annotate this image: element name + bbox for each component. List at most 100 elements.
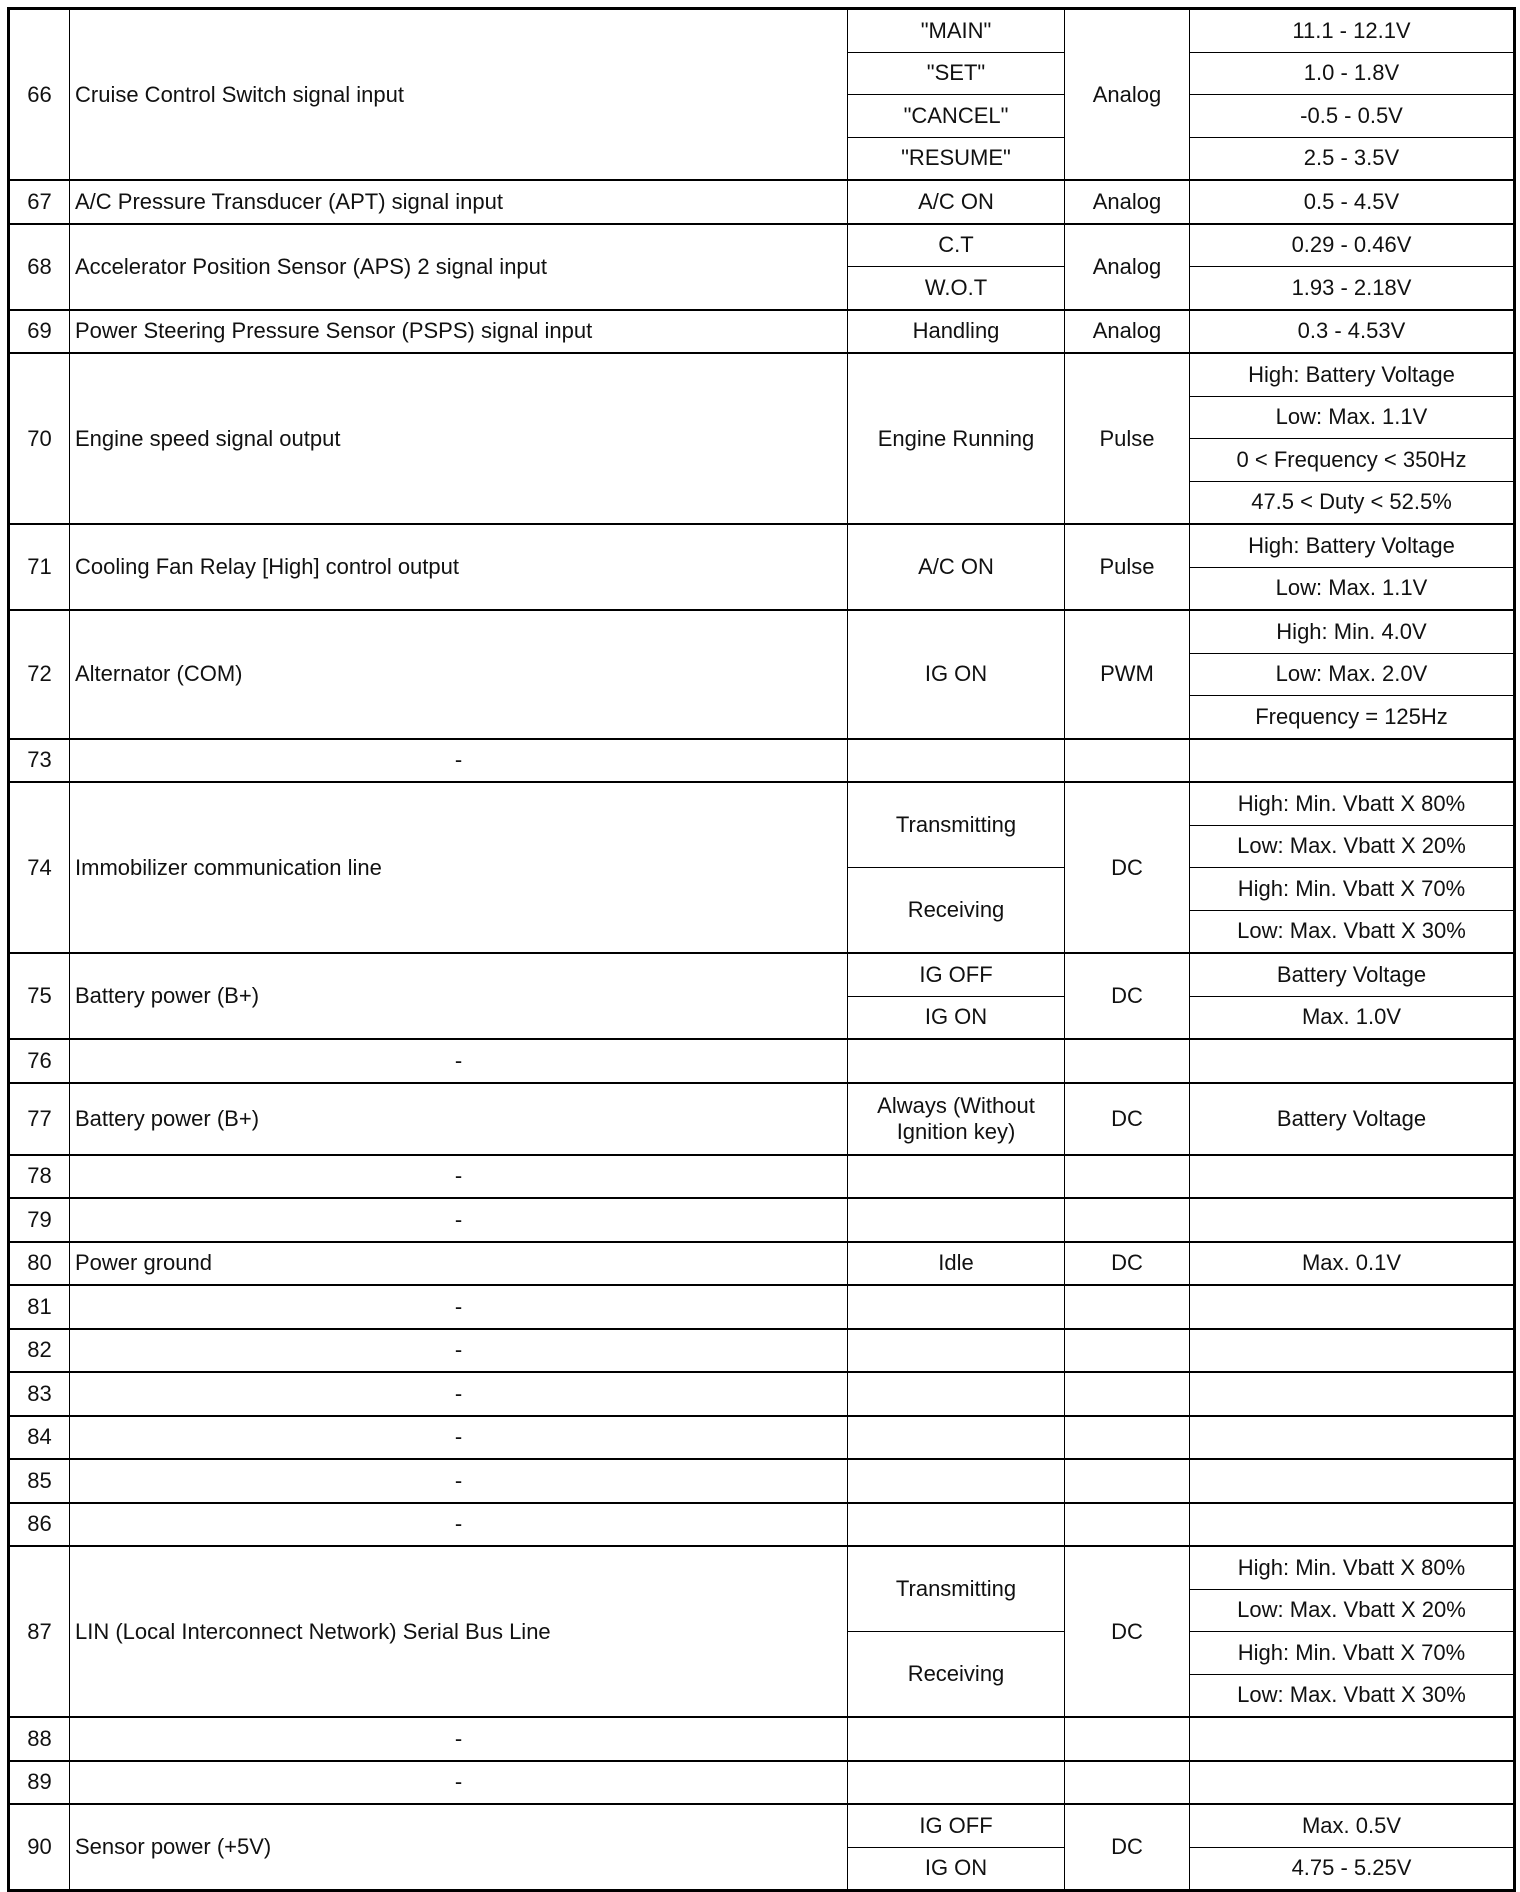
table-row: 67 A/C Pressure Transducer (APT) signal i… xyxy=(8,179,1515,224)
level-value xyxy=(1189,1371,1515,1416)
pin-number: 80 xyxy=(8,1240,70,1286)
condition: IG ON xyxy=(847,995,1065,1040)
signal-type xyxy=(1064,1371,1190,1416)
signal-type xyxy=(1064,1327,1190,1373)
condition: "MAIN" xyxy=(847,7,1065,53)
pin-description: Cooling Fan Relay [High] control output xyxy=(69,523,848,611)
level-value xyxy=(1189,1038,1515,1083)
level-value: 0 < Frequency < 350Hz xyxy=(1189,438,1515,482)
pin-description: LIN (Local Interconnect Network) Serial … xyxy=(69,1545,848,1718)
pin-description: Sensor power (+5V) xyxy=(69,1803,848,1891)
level-value: Frequency = 125Hz xyxy=(1189,695,1515,739)
condition: Always (Without Ignition key) xyxy=(847,1081,1065,1155)
signal-type xyxy=(1064,1501,1190,1547)
table-row: 70 Engine speed signal output Engine Runni… xyxy=(8,352,1515,525)
pin-description: - xyxy=(69,1414,848,1460)
pin-number: 87 xyxy=(8,1545,70,1718)
pin-number: 83 xyxy=(8,1371,70,1416)
table-row: IG ON Max. 1.0V xyxy=(9,995,1515,1040)
level-value: High: Battery Voltage xyxy=(1189,523,1515,568)
pin-description: - xyxy=(69,1038,848,1083)
signal-type: DC xyxy=(1064,781,1190,954)
condition: C.T xyxy=(847,222,1065,267)
pin-number: 76 xyxy=(8,1038,70,1083)
signal-type: Analog xyxy=(1064,179,1190,224)
level-value: Battery Voltage xyxy=(1189,1081,1515,1155)
signal-type: DC xyxy=(1064,952,1190,1040)
condition xyxy=(847,1414,1065,1460)
level-value: High: Min. Vbatt X 70% xyxy=(1189,867,1515,911)
level-value: -0.5 - 0.5V xyxy=(1189,94,1515,138)
level-value: Low: Max. 2.0V xyxy=(1189,652,1515,696)
pin-number: 82 xyxy=(8,1327,70,1373)
condition: Transmitting xyxy=(847,781,1065,868)
table-row: 75 Battery power (B+) IG OFF DC Battery Volt… xyxy=(8,952,1515,1040)
level-value: 0.29 - 0.46V xyxy=(1189,222,1515,267)
table-row: "SET" 1.0 - 1.8V xyxy=(9,51,1515,95)
table-row: 82- xyxy=(8,1327,1515,1373)
level-value xyxy=(1189,1197,1515,1242)
table-row: 79- xyxy=(8,1197,1515,1242)
table-row: 81- xyxy=(8,1284,1515,1329)
pin-description: A/C Pressure Transducer (APT) signal inp… xyxy=(69,179,848,224)
table-row: 84- xyxy=(8,1414,1515,1460)
table-row: 74 Immobilizer communication line Transmit… xyxy=(8,781,1515,954)
table-row: "RESUME" 2.5 - 3.5V xyxy=(9,136,1515,181)
condition: IG OFF xyxy=(847,952,1065,997)
pin-description: - xyxy=(69,1327,848,1373)
pin-specification-table: 66 Cruise Control Switch signal input "MAI… xyxy=(7,7,1516,1892)
level-value xyxy=(1189,737,1515,783)
table-row: 0 < Frequency < 350Hz xyxy=(9,438,1515,482)
level-value: 0.5 - 4.5V xyxy=(1189,179,1515,224)
signal-type xyxy=(1064,1759,1190,1805)
table-row: 86- xyxy=(8,1501,1515,1547)
signal-type xyxy=(1064,1284,1190,1329)
signal-type: PWM xyxy=(1064,609,1190,739)
level-value: 11.1 - 12.1V xyxy=(1189,7,1515,53)
signal-type: DC xyxy=(1064,1240,1190,1286)
pin-description: Accelerator Position Sensor (APS) 2 sign… xyxy=(69,222,848,310)
pin-description: - xyxy=(69,1501,848,1547)
table-row: 90 Sensor power (+5V) IG OFF DC Max. 0.5V xyxy=(8,1803,1515,1891)
table-row: 78- xyxy=(8,1153,1515,1199)
condition xyxy=(847,1458,1065,1503)
condition: "CANCEL" xyxy=(847,94,1065,138)
signal-type: Pulse xyxy=(1064,523,1190,611)
pin-description: - xyxy=(69,1284,848,1329)
signal-type: Analog xyxy=(1064,7,1190,181)
condition xyxy=(847,1716,1065,1761)
pin-description: - xyxy=(69,1371,848,1416)
table-row: 72 Alternator (COM) IG ON PWM High: Min. 4.0… xyxy=(8,609,1515,739)
condition: Handling xyxy=(847,308,1065,354)
table-row: 89- xyxy=(8,1759,1515,1805)
signal-type xyxy=(1064,1197,1190,1242)
condition xyxy=(847,1759,1065,1805)
pin-description: - xyxy=(69,737,848,783)
table-row: 87 LIN (Local Interconnect Network) Seria… xyxy=(8,1545,1515,1718)
table-row: 66 Cruise Control Switch signal input "MAI… xyxy=(8,7,1515,181)
level-value: 1.0 - 1.8V xyxy=(1189,51,1515,95)
pin-description: - xyxy=(69,1458,848,1503)
pin-description: Power Steering Pressure Sensor (PSPS) si… xyxy=(69,308,848,354)
pin-number: 69 xyxy=(8,308,70,354)
pin-number: 85 xyxy=(8,1458,70,1503)
pin-description: - xyxy=(69,1153,848,1199)
condition xyxy=(847,1284,1065,1329)
table-row: 80 Power ground Idle DC Max. 0.1V xyxy=(8,1240,1515,1286)
pin-number: 79 xyxy=(8,1197,70,1242)
level-value: Low: Max. 1.1V xyxy=(1189,395,1515,439)
level-value: Low: Max. Vbatt X 20% xyxy=(1189,1588,1515,1632)
pin-number: 81 xyxy=(8,1284,70,1329)
pin-number: 73 xyxy=(8,737,70,783)
signal-type xyxy=(1064,1458,1190,1503)
condition xyxy=(847,1197,1065,1242)
signal-type: Analog xyxy=(1064,308,1190,354)
pin-number: 75 xyxy=(8,952,70,1040)
level-value xyxy=(1189,1414,1515,1460)
pin-number: 78 xyxy=(8,1153,70,1199)
level-value xyxy=(1189,1284,1515,1329)
pin-number: 74 xyxy=(8,781,70,954)
level-value xyxy=(1189,1153,1515,1199)
condition xyxy=(847,1501,1065,1547)
pin-number: 86 xyxy=(8,1501,70,1547)
